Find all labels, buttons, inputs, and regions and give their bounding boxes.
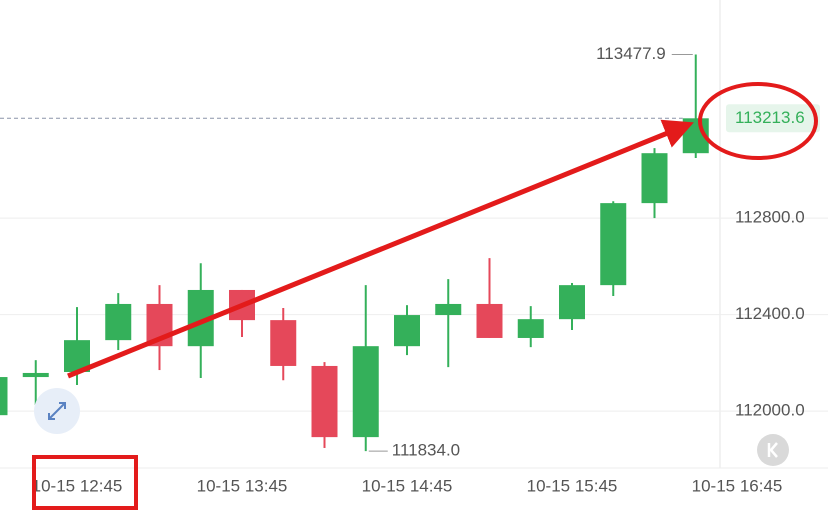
candle-body	[352, 346, 379, 438]
x-tick-label: 10-15 14:45	[362, 476, 453, 495]
candle-body	[559, 285, 585, 320]
candle-body	[394, 315, 420, 347]
candle-body	[270, 320, 297, 366]
trend-arrow	[67, 119, 694, 379]
k-bg[interactable]	[757, 434, 789, 466]
expand-icon	[48, 402, 66, 420]
x-tick-label: 10-15 15:45	[527, 476, 618, 495]
candle-body	[517, 319, 544, 338]
candle-body	[105, 303, 132, 341]
candle-body	[0, 377, 8, 416]
k-button[interactable]	[757, 434, 789, 466]
x-tick-label: 10-15 16:45	[692, 476, 783, 495]
candle-body	[22, 372, 49, 378]
last-price-tag	[726, 104, 820, 133]
y-tick-label: 112400.0	[735, 304, 805, 323]
highlight-ellipse	[698, 82, 818, 160]
y-tick-label: 112000.0	[735, 401, 805, 420]
plot: 112000.0 112400.0 112800.0 10-15 12:45 10-15…	[0, 44, 828, 495]
x-tick-label: 10-15 12:45	[32, 476, 123, 495]
y-tick-label: 112800.0	[735, 208, 805, 227]
high-label: 113477.9	[596, 44, 666, 63]
expand-button[interactable]	[34, 388, 80, 434]
candle-body	[311, 365, 338, 438]
candle-body	[476, 303, 503, 338]
k-icon	[767, 442, 778, 458]
highlight-box	[32, 455, 138, 510]
x-tick-label: 10-15 13:45	[197, 476, 288, 495]
candle-body	[641, 153, 668, 204]
last-price-label: 113213.6	[735, 108, 805, 127]
candle-body	[600, 203, 627, 286]
low-label: 111834.0	[392, 441, 460, 460]
candle-body	[435, 303, 462, 316]
